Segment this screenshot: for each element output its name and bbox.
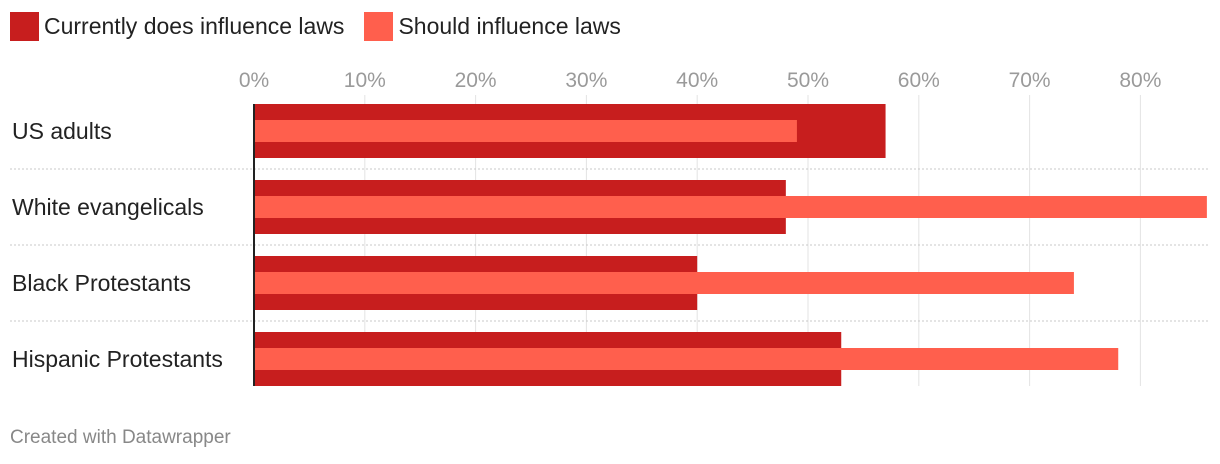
x-tick-label-40: 40%: [676, 69, 718, 92]
x-tick-label-50: 50%: [787, 69, 829, 92]
x-tick-label-80: 80%: [1119, 69, 1161, 92]
footer-credit: Created with Datawrapper: [10, 427, 231, 448]
bar-should-black-protestants: [254, 272, 1074, 294]
bar-should-hispanic-protestants: [254, 348, 1119, 370]
bar-chart: 0% 10% 20% 30% 40% 50% 60% 70% 80% US adults White…: [10, 69, 1208, 386]
legend-label-currently: Currently does influence laws: [44, 12, 345, 39]
x-tick-label-20: 20%: [455, 69, 497, 92]
legend-swatch-should: [364, 11, 394, 41]
legend-swatch-currently: [10, 11, 39, 41]
x-tick-label-30: 30%: [565, 69, 607, 92]
legend-item-should: Should influence laws: [364, 11, 621, 41]
category-label-black-protestants: Black Protestants: [12, 270, 191, 296]
x-tick-label-10: 10%: [344, 69, 386, 92]
category-label-white-evangelicals: White evangelicals: [12, 194, 204, 220]
x-tick-label-0: 0%: [239, 69, 269, 92]
x-tick-label-60: 60%: [898, 69, 940, 92]
category-label-us-adults: US adults: [12, 118, 112, 144]
bar-should-us-adults: [254, 120, 797, 142]
legend: Currently does influence laws Should inf…: [10, 10, 621, 42]
legend-label-should: Should influence laws: [398, 12, 621, 39]
legend-item-currently: Currently does influence laws: [10, 11, 345, 41]
x-tick-label-70: 70%: [1009, 69, 1051, 92]
bar-should-white-evangelicals: [254, 196, 1207, 218]
category-label-hispanic-protestants: Hispanic Protestants: [12, 346, 223, 372]
